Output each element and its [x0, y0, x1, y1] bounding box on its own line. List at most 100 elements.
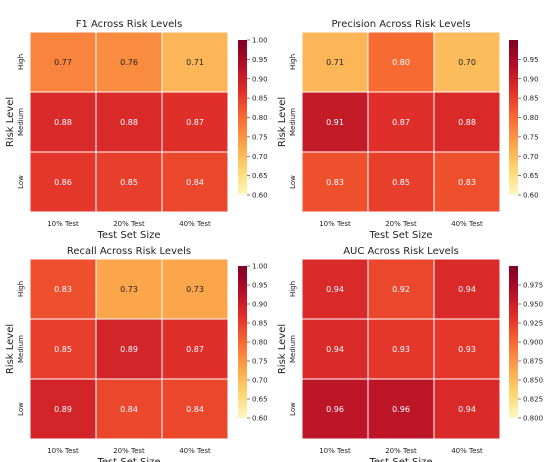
cell-value-label: 0.87: [186, 118, 204, 127]
heatmap-cell: [95, 31, 163, 93]
colorbar-tick-label: 0.90: [252, 75, 268, 83]
colorbar-tick-label: 0.90: [523, 75, 539, 83]
colorbar-tick-label: 0.70: [523, 153, 539, 161]
chart-title: F1 Across Risk Levels: [76, 19, 183, 30]
cell-value-label: 0.89: [120, 345, 138, 354]
chart-title: AUC Across Risk Levels: [343, 246, 459, 257]
cell-value-label: 0.73: [120, 285, 138, 294]
colorbar-tick-label: 0.70: [252, 153, 268, 161]
y-tick-label: High: [289, 281, 297, 297]
colorbar-tick-label: 0.95: [252, 56, 268, 64]
y-axis-label: Risk Level: [277, 324, 288, 374]
y-axis-label: Risk Level: [5, 324, 16, 374]
colorbar-tick-label: 0.70: [252, 377, 268, 385]
x-tick-label: 10% Test: [47, 220, 79, 228]
x-tick-label: 20% Test: [385, 220, 417, 228]
x-axis-label: Test Set Size: [97, 230, 161, 241]
colorbar-tick-label: 0.900: [523, 339, 543, 347]
heatmap-cell: [433, 318, 501, 380]
colorbar-tick-label: 0.85: [252, 95, 268, 103]
cell-value-label: 0.80: [392, 58, 410, 67]
heatmap-panel-2: Precision Across Risk Levels 0.71 0.80 0.70…: [277, 19, 539, 241]
cell-value-label: 0.93: [392, 345, 410, 354]
cell-value-label: 0.94: [326, 345, 344, 354]
cell-value-label: 0.88: [458, 118, 476, 127]
heatmap-cell: [433, 91, 501, 153]
colorbar-tick-label: 0.825: [523, 396, 543, 404]
cell-value-label: 0.94: [458, 405, 476, 414]
heatmap-cell: [95, 378, 163, 440]
x-tick-label: 10% Test: [47, 447, 79, 455]
x-tick-label: 20% Test: [385, 447, 417, 455]
heatmap-cell: [367, 31, 435, 93]
x-axis-label: Test Set Size: [369, 230, 433, 241]
heatmap-cell: [29, 31, 97, 93]
heatmap-cell: [95, 151, 163, 213]
colorbar-tick-label: 0.90: [252, 301, 268, 309]
heatmap-cell: [161, 258, 229, 320]
cell-value-label: 0.85: [120, 178, 138, 187]
x-tick-label: 40% Test: [179, 447, 211, 455]
cell-value-label: 0.87: [392, 118, 410, 127]
cell-value-label: 0.96: [392, 405, 410, 414]
cell-value-label: 0.93: [458, 345, 476, 354]
x-tick-label: 10% Test: [319, 220, 351, 228]
colorbar: [509, 266, 518, 418]
heatmap-cell: [367, 378, 435, 440]
y-tick-label: Medium: [17, 108, 25, 136]
heatmap-panel-1: F1 Across Risk Levels 0.77 0.76 0.71 0.88 0.8…: [5, 19, 268, 241]
colorbar-tick-label: 0.75: [523, 133, 539, 141]
y-tick-label: Low: [17, 175, 25, 189]
cell-value-label: 0.92: [392, 285, 410, 294]
cell-value-label: 0.84: [186, 178, 204, 187]
cell-value-label: 0.76: [120, 58, 138, 67]
colorbar-tick-label: 0.65: [252, 172, 268, 180]
heatmap-cell: [367, 151, 435, 213]
heatmap-cell: [29, 91, 97, 153]
cell-value-label: 0.84: [186, 405, 204, 414]
x-tick-label: 10% Test: [319, 447, 351, 455]
heatmap-cell: [433, 31, 501, 93]
chart-title: Recall Across Risk Levels: [67, 246, 191, 257]
heatmap-cell: [29, 318, 97, 380]
colorbar-tick-label: 0.80: [523, 114, 539, 122]
colorbar-tick-label: 0.65: [252, 396, 268, 404]
cell-value-label: 0.71: [186, 58, 204, 67]
cell-value-label: 0.70: [458, 58, 476, 67]
colorbar: [238, 266, 247, 418]
heatmap-cell: [161, 91, 229, 153]
colorbar-tick-label: 0.75: [252, 358, 268, 366]
heatmap-cell: [301, 31, 369, 93]
x-tick-label: 40% Test: [451, 447, 483, 455]
heatmap-cell: [161, 318, 229, 380]
cell-value-label: 0.84: [120, 405, 138, 414]
y-tick-label: High: [17, 281, 25, 297]
cell-value-label: 0.91: [326, 118, 344, 127]
y-tick-label: Low: [289, 402, 297, 416]
colorbar-tick-label: 0.975: [523, 282, 543, 290]
heatmap-panel-4: AUC Across Risk Levels 0.94 0.92 0.94 0.94 0.…: [277, 246, 543, 462]
y-tick-label: High: [289, 54, 297, 70]
heatmap-cell: [433, 378, 501, 440]
colorbar-tick-label: 0.850: [523, 377, 543, 385]
y-tick-label: Low: [289, 175, 297, 189]
colorbar-tick-label: 0.85: [252, 320, 268, 328]
y-axis-label: Risk Level: [5, 97, 16, 147]
colorbar-tick-label: 0.80: [252, 339, 268, 347]
cell-value-label: 0.94: [326, 285, 344, 294]
colorbar-tick-label: 0.60: [252, 415, 268, 423]
colorbar-tick-label: 0.800: [523, 415, 543, 423]
heatmap-cell: [367, 91, 435, 153]
y-tick-label: Medium: [17, 335, 25, 363]
x-axis-label: Test Set Size: [97, 457, 161, 462]
cell-value-label: 0.94: [458, 285, 476, 294]
y-tick-label: Medium: [289, 335, 297, 363]
heatmap-cell: [161, 31, 229, 93]
y-tick-label: High: [17, 54, 25, 70]
cell-value-label: 0.96: [326, 405, 344, 414]
cell-value-label: 0.83: [54, 285, 72, 294]
y-tick-label: Medium: [289, 108, 297, 136]
x-tick-label: 20% Test: [113, 447, 145, 455]
heatmap-cell: [301, 151, 369, 213]
